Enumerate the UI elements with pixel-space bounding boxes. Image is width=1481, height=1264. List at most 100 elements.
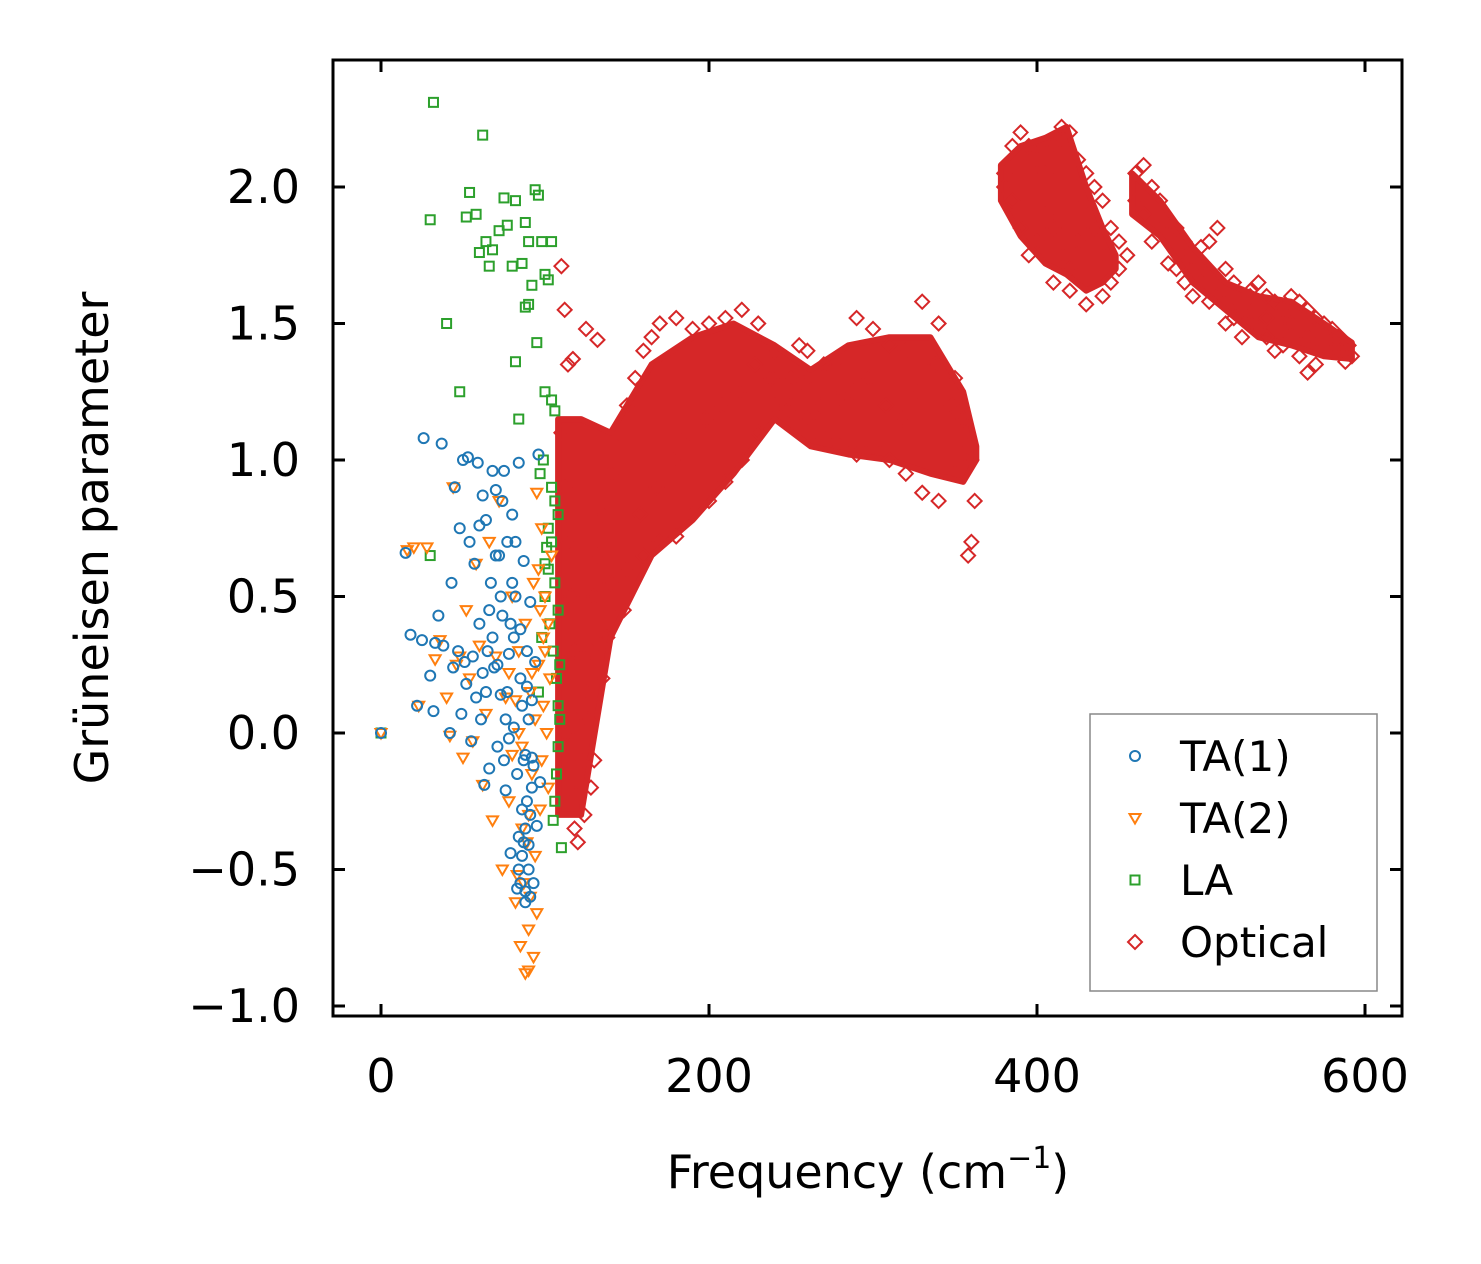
data-point (1266, 342, 1284, 360)
data-point (556, 478, 574, 496)
data-point (700, 315, 718, 332)
axis-ticks (333, 60, 1402, 1016)
data-point (530, 819, 543, 832)
data-point (531, 564, 546, 577)
data-point (526, 951, 541, 965)
data-point (1102, 219, 1120, 237)
data-point (1249, 320, 1267, 338)
data-point (1167, 219, 1185, 237)
data-point (566, 642, 583, 660)
data-point (730, 383, 747, 401)
data-point (526, 577, 541, 591)
data-point (552, 509, 564, 521)
data-point (549, 495, 561, 507)
data-point (1069, 233, 1087, 251)
data-point (561, 779, 579, 797)
y-tick-label: −1.0 (188, 979, 300, 1033)
data-point (473, 617, 486, 630)
data-point (488, 651, 504, 665)
data-point (557, 724, 575, 742)
data-point (464, 186, 476, 198)
x-tick-label: 600 (1321, 1049, 1409, 1103)
data-point (880, 451, 898, 469)
data-point (651, 533, 669, 551)
data-point (537, 591, 553, 604)
data-point (651, 315, 669, 332)
data-point (532, 804, 548, 817)
data-point (943, 396, 961, 414)
data-point (536, 700, 551, 714)
data-point (539, 728, 554, 741)
data-point (1102, 274, 1120, 291)
data-point (831, 437, 849, 455)
data-point (966, 492, 984, 510)
data-point (445, 576, 458, 589)
data-point (460, 211, 472, 223)
data-point (1241, 282, 1259, 300)
data-point (962, 451, 980, 469)
data-point (480, 236, 492, 248)
data-point (484, 576, 497, 589)
data-point (1241, 287, 1259, 305)
data-point (1184, 287, 1202, 305)
data-point (946, 465, 964, 483)
data-point (1020, 246, 1038, 264)
data-point (1110, 260, 1128, 278)
data-point (483, 604, 496, 617)
data-point (498, 192, 510, 204)
data-point (1200, 293, 1218, 311)
data-point (1176, 255, 1194, 272)
data-point (954, 410, 972, 428)
data-point (684, 506, 702, 524)
data-point (465, 735, 478, 748)
data-point (697, 410, 715, 428)
data-point (507, 721, 520, 734)
data-point (798, 410, 816, 428)
data-point (473, 519, 486, 532)
data-point (475, 713, 488, 726)
data-point (514, 623, 527, 636)
data-point (534, 776, 547, 789)
data-point (554, 659, 566, 671)
data-point (559, 533, 577, 551)
data-point (643, 328, 661, 346)
data-point (910, 383, 928, 401)
data-point (512, 830, 525, 843)
data-point (527, 850, 543, 864)
data-point (507, 631, 520, 644)
data-point (546, 236, 558, 248)
data-point (491, 740, 504, 753)
data-point (959, 437, 977, 455)
data-point (521, 924, 536, 938)
data-point (441, 318, 453, 329)
data-point (458, 656, 471, 669)
x-tick-label: 400 (993, 1049, 1081, 1103)
data-point (549, 577, 561, 589)
data-point (519, 748, 532, 761)
data-point (577, 683, 595, 701)
data-point (1077, 164, 1095, 182)
data-point (529, 908, 545, 921)
data-point (1036, 205, 1054, 223)
data-point (959, 547, 977, 564)
data-point (634, 342, 652, 360)
data-point (1208, 219, 1226, 237)
data-point (864, 320, 882, 338)
y-tick-label: −0.5 (188, 843, 300, 897)
data-point (577, 320, 595, 338)
data-point (542, 673, 558, 686)
data-point (1151, 219, 1169, 237)
data-point (1077, 295, 1095, 313)
data-point (534, 523, 549, 536)
data-point (798, 342, 816, 360)
data-point (610, 424, 628, 442)
data-point (831, 347, 849, 365)
data-point (589, 547, 606, 564)
x-axis-label: Frequency (cm−1) (667, 1141, 1070, 1199)
data-point (487, 244, 499, 256)
data-point (828, 391, 846, 409)
data-point (485, 815, 500, 828)
data-point (554, 669, 572, 687)
data-point (502, 732, 515, 745)
